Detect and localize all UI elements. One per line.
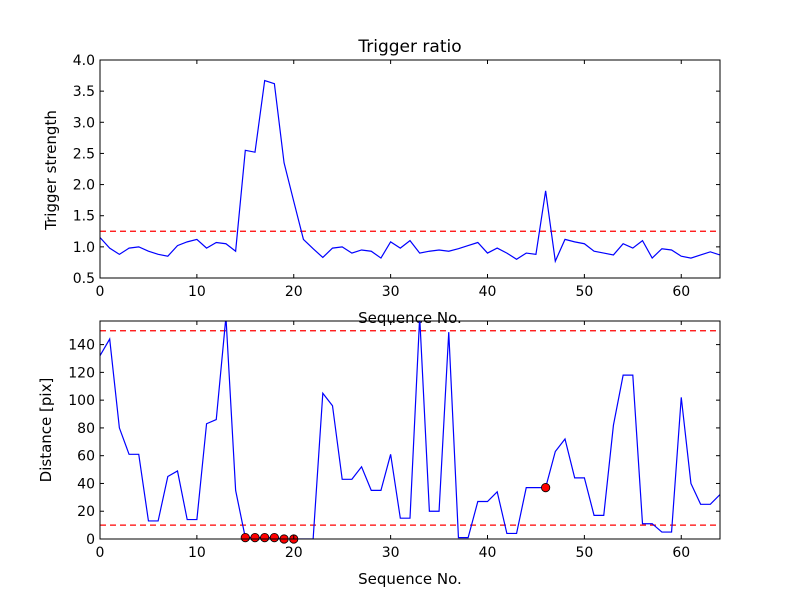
top-x-tick-label-6: 60: [672, 284, 690, 300]
bottom-x-tick-label-3: 30: [382, 545, 400, 561]
top-x-tick-label-4: 40: [479, 284, 497, 300]
bottom-x-tick-label-5: 50: [575, 545, 593, 561]
top-x-tick-label-2: 20: [285, 284, 303, 300]
bottom-marker-6: [541, 483, 551, 493]
bottom-axes-frame: [99, 320, 721, 540]
bottom-y-tick-label-3: 60: [77, 449, 95, 465]
bottom-y-tick-label-2: 40: [77, 476, 95, 492]
distance-panel: Sequence No. Distance [pix] 0 10 20 30 40 50 6…: [37, 320, 721, 588]
bottom-marker-2: [260, 533, 270, 543]
bottom-y-axis-label: Distance [pix]: [37, 378, 55, 483]
top-x-tick-label-0: 0: [96, 284, 105, 300]
top-y-tick-label-7: 4.0: [73, 53, 95, 69]
top-y-tick-label-3: 2.0: [73, 178, 95, 194]
top-x-tick-label-1: 10: [188, 284, 206, 300]
top-x-axis-label: Sequence No.: [358, 309, 462, 327]
top-y-tick-label-5: 3.0: [73, 115, 95, 131]
bottom-y-tick-label-7: 140: [68, 338, 95, 354]
trigger-ratio-panel: Trigger ratio Sequence No. Trigger stren…: [42, 37, 721, 327]
bottom-marker-1: [250, 533, 260, 543]
top-y-tick-label-1: 1.0: [73, 240, 95, 256]
bottom-x-tick-label-1: 10: [188, 545, 206, 561]
top-axes-frame: [99, 59, 721, 279]
top-series-line: [100, 79, 720, 264]
top-y-tick-label-0: 0.5: [73, 271, 95, 287]
bottom-marker-3: [269, 533, 279, 543]
bottom-series-line: [100, 321, 720, 539]
top-x-tick-label-5: 50: [575, 284, 593, 300]
top-y-tick-label-4: 2.5: [73, 146, 95, 162]
chart-title: Trigger ratio: [357, 37, 461, 57]
bottom-x-tick-label-6: 60: [672, 545, 690, 561]
bottom-y-tick-label-0: 0: [86, 532, 95, 548]
bottom-x-tick-label-2: 20: [285, 545, 303, 561]
bottom-y-tick-label-6: 120: [68, 365, 95, 381]
bottom-y-tick-label-5: 100: [68, 393, 95, 409]
bottom-y-tick-label-1: 20: [77, 504, 95, 520]
top-y-axis-label: Trigger strength: [42, 110, 60, 231]
bottom-marker-0: [240, 533, 250, 543]
top-y-tick-label-2: 1.5: [73, 209, 95, 225]
top-x-tick-label-3: 30: [382, 284, 400, 300]
bottom-x-axis-label: Sequence No.: [358, 570, 462, 588]
bottom-x-tick-label-4: 40: [479, 545, 497, 561]
top-y-tick-label-6: 3.5: [73, 84, 95, 100]
bottom-x-tick-label-0: 0: [96, 545, 105, 561]
bottom-y-tick-label-4: 80: [77, 421, 95, 437]
